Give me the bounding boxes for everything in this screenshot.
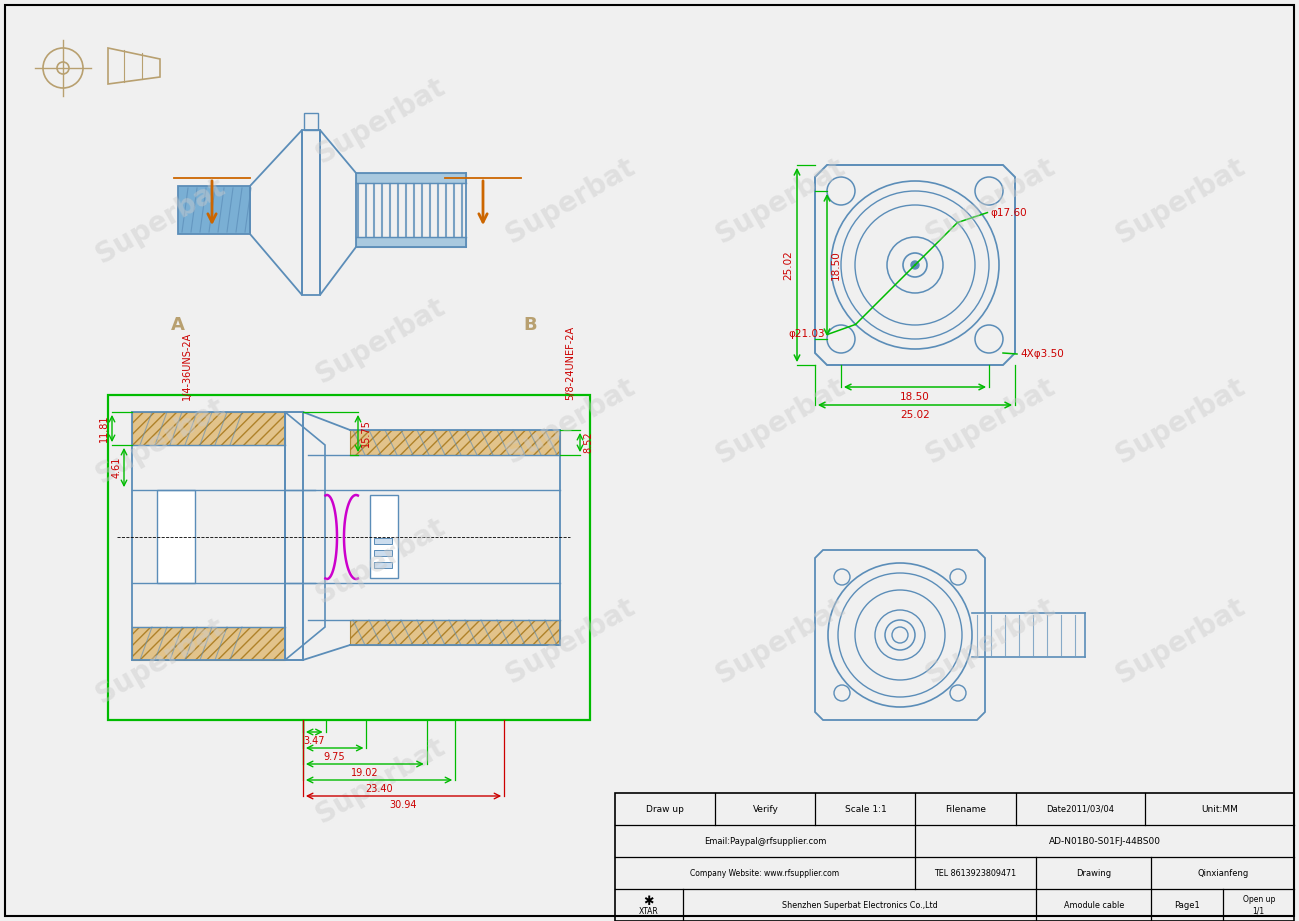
- Bar: [301, 130, 320, 295]
- Text: Shenzhen Superbat Electronics Co.,Ltd: Shenzhen Superbat Electronics Co.,Ltd: [782, 901, 938, 910]
- Text: Superbat: Superbat: [711, 373, 850, 469]
- Text: φ21.03: φ21.03: [788, 330, 825, 340]
- Text: Date2011/03/04: Date2011/03/04: [1046, 805, 1115, 813]
- Text: Superbat: Superbat: [500, 593, 639, 689]
- Bar: [374, 538, 392, 544]
- Text: Superbat: Superbat: [91, 612, 230, 709]
- Polygon shape: [132, 412, 284, 445]
- Text: Superbat: Superbat: [310, 733, 449, 829]
- Bar: [374, 550, 392, 556]
- Text: 9.75: 9.75: [323, 752, 346, 762]
- Bar: [178, 186, 249, 234]
- Bar: [284, 412, 303, 660]
- Bar: [370, 495, 397, 578]
- Text: TEL 8613923809471: TEL 8613923809471: [934, 869, 1017, 878]
- Text: Superbat: Superbat: [711, 153, 850, 250]
- Text: 4.61: 4.61: [112, 457, 122, 478]
- Text: Superbat: Superbat: [310, 73, 449, 169]
- Text: Superbat: Superbat: [1111, 153, 1250, 250]
- Text: XTAR: XTAR: [639, 906, 659, 915]
- Text: Amodule cable: Amodule cable: [1064, 901, 1124, 910]
- Text: Unit:MM: Unit:MM: [1200, 805, 1238, 813]
- Text: Superbat: Superbat: [921, 373, 1060, 469]
- Text: 3.47: 3.47: [304, 736, 325, 746]
- Text: 18.50: 18.50: [831, 251, 840, 280]
- Polygon shape: [132, 627, 284, 660]
- Text: Superbat: Superbat: [1111, 593, 1250, 689]
- Text: 23.40: 23.40: [365, 784, 392, 794]
- Text: Superbat: Superbat: [921, 593, 1060, 689]
- Text: Superbat: Superbat: [310, 293, 449, 390]
- Circle shape: [911, 261, 918, 269]
- Text: 11.81: 11.81: [99, 414, 109, 442]
- Text: Company Website: www.rfsupplier.com: Company Website: www.rfsupplier.com: [691, 869, 839, 878]
- Text: 30.94: 30.94: [390, 800, 417, 810]
- Bar: [304, 113, 318, 130]
- Text: 25.02: 25.02: [783, 251, 792, 280]
- Text: AD-N01B0-S01FJ-44BS00: AD-N01B0-S01FJ-44BS00: [1048, 836, 1160, 845]
- Text: Superbat: Superbat: [91, 173, 230, 269]
- Text: ✱: ✱: [644, 894, 655, 907]
- Text: Scale 1:1: Scale 1:1: [844, 805, 886, 813]
- Text: 4Xφ3.50: 4Xφ3.50: [1020, 349, 1064, 359]
- Polygon shape: [356, 173, 466, 183]
- Bar: [374, 562, 392, 568]
- Text: Superbat: Superbat: [500, 373, 639, 469]
- Text: 8.52: 8.52: [583, 432, 594, 453]
- Text: 25.02: 25.02: [900, 410, 930, 420]
- Text: Open up
1/1: Open up 1/1: [1243, 895, 1274, 915]
- Text: Superbat: Superbat: [921, 153, 1060, 250]
- Text: 18.50: 18.50: [900, 392, 930, 402]
- Text: Superbat: Superbat: [711, 593, 850, 689]
- Bar: [157, 490, 195, 583]
- Text: Qinxianfeng: Qinxianfeng: [1198, 869, 1248, 878]
- Polygon shape: [349, 620, 560, 645]
- Text: Filename: Filename: [944, 805, 986, 813]
- Text: 15.75: 15.75: [361, 420, 372, 448]
- Text: A: A: [171, 316, 184, 334]
- Text: B: B: [523, 316, 536, 334]
- Polygon shape: [349, 430, 560, 455]
- Text: Superbat: Superbat: [1111, 373, 1250, 469]
- Text: Superbat: Superbat: [500, 153, 639, 250]
- Text: 5/8-24UNEF-2A: 5/8-24UNEF-2A: [565, 326, 575, 400]
- Text: Drawing: Drawing: [1076, 869, 1111, 878]
- Text: Email:Paypal@rfsupplier.com: Email:Paypal@rfsupplier.com: [704, 836, 826, 845]
- Text: φ17.60: φ17.60: [990, 207, 1028, 217]
- Text: Verify: Verify: [753, 805, 778, 813]
- Bar: [108, 395, 590, 720]
- Text: Superbat: Superbat: [91, 393, 230, 489]
- Polygon shape: [356, 237, 466, 247]
- Text: Page1: Page1: [1174, 901, 1200, 910]
- Bar: [614, 793, 1294, 921]
- Text: 1/4-36UNS-2A: 1/4-36UNS-2A: [182, 332, 192, 400]
- Text: Draw up: Draw up: [647, 805, 685, 813]
- Text: 19.02: 19.02: [351, 768, 378, 778]
- Text: Superbat: Superbat: [310, 513, 449, 609]
